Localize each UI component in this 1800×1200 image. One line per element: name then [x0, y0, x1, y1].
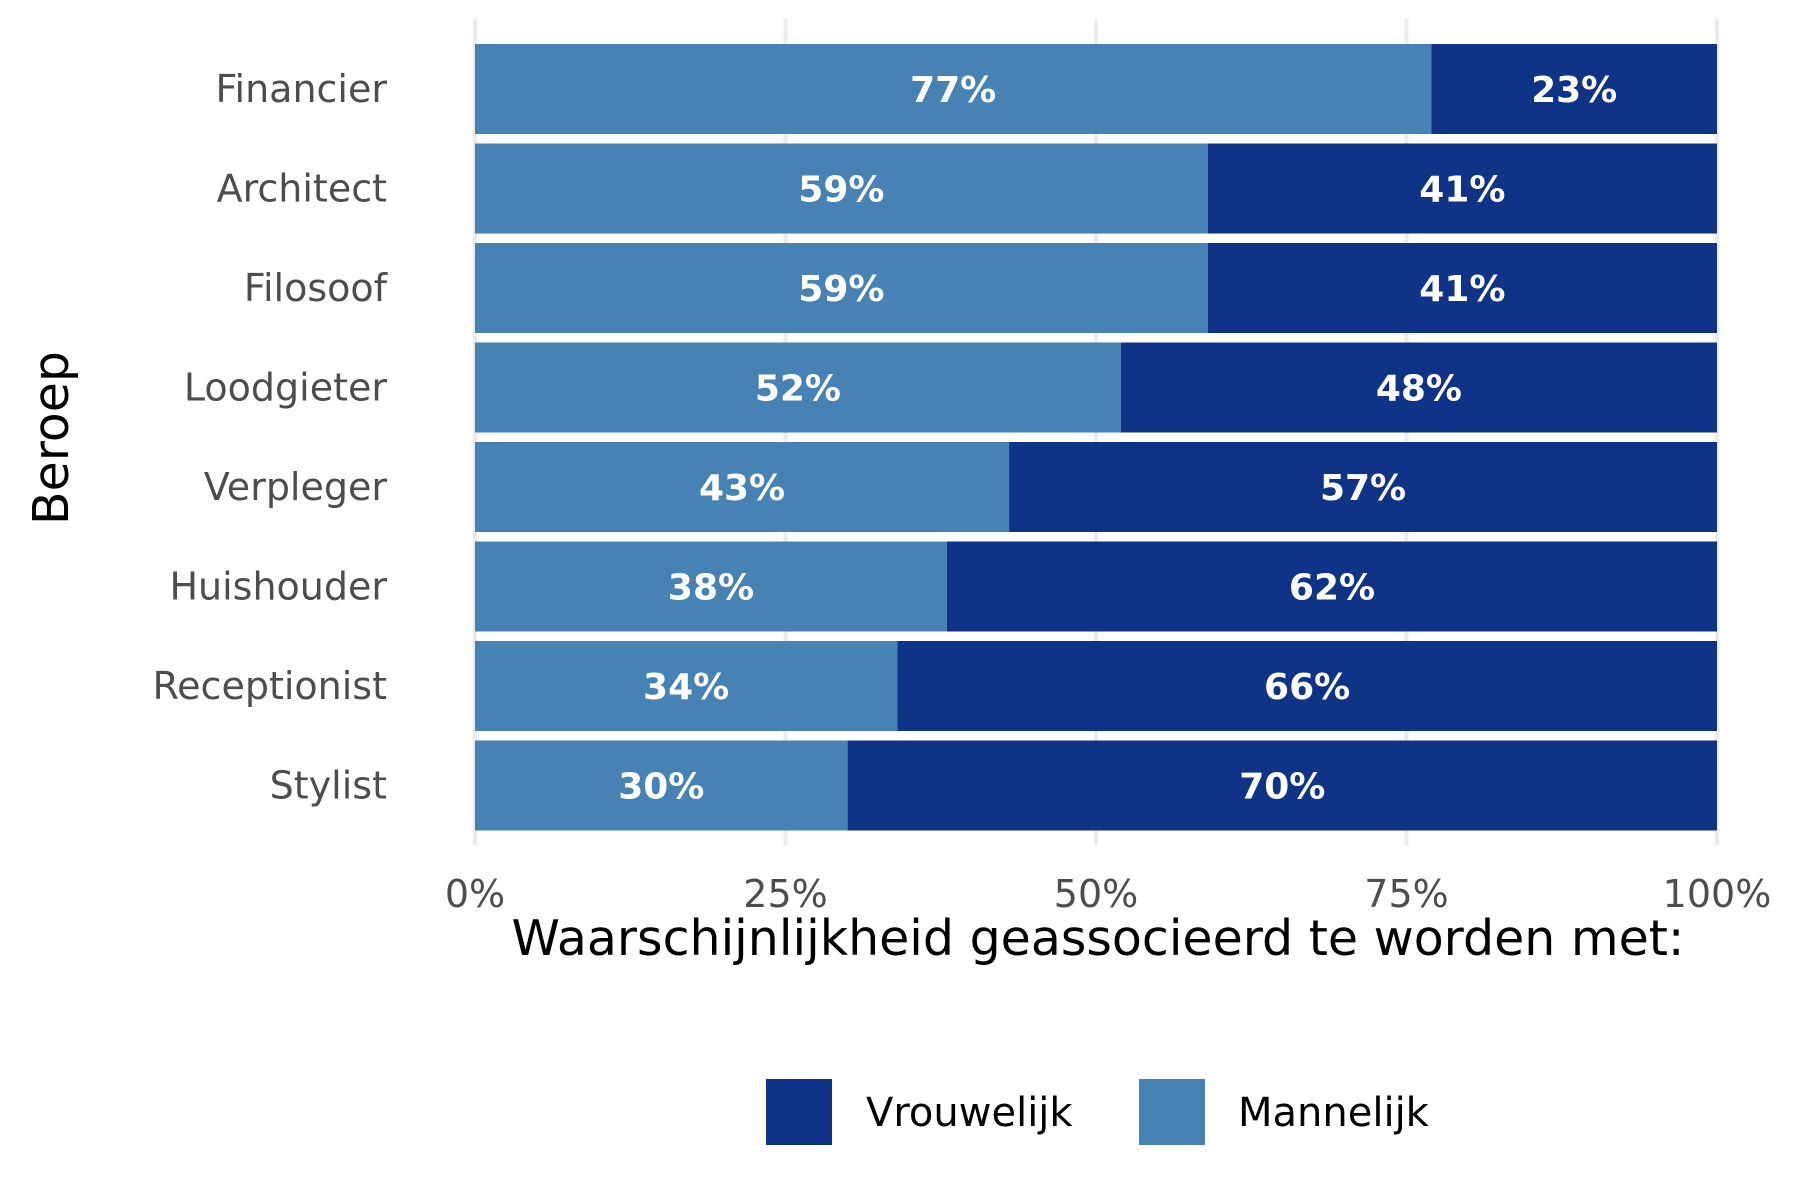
- bar-value-label: 70%: [1239, 767, 1325, 808]
- bar-segment: [475, 44, 1432, 134]
- bar-value-labels: 77% 23% 59% 41% 59% 41% 52% 48% 43% 57% 38% 62% 34% 6…: [618, 70, 1617, 808]
- legend-label: Vrouwelijk: [866, 1090, 1073, 1136]
- bar-value-label: 23%: [1531, 70, 1617, 111]
- bar-segment: [1207, 143, 1717, 234]
- bar-segment: [475, 442, 1010, 532]
- bar-segment: [475, 143, 1208, 234]
- legend-label: Mannelijk: [1238, 1090, 1430, 1136]
- bar-segment: [847, 740, 1717, 831]
- bar-segment: [475, 243, 1208, 333]
- bar-segment: [897, 641, 1717, 731]
- bar-value-label: 57%: [1320, 468, 1406, 509]
- bar-segment: [475, 541, 947, 632]
- bar-segment: [475, 740, 848, 831]
- x-tick-label: 25%: [743, 872, 827, 916]
- y-tick-label: Huishouder: [169, 565, 387, 609]
- x-axis-tick-labels: 0% 25% 50% 75% 100%: [445, 872, 1771, 916]
- y-tick-label: Architect: [217, 167, 387, 211]
- y-tick-label: Financier: [215, 67, 387, 111]
- bar-value-label: 77%: [910, 70, 996, 111]
- bar-value-label: 34%: [643, 667, 729, 708]
- bar-value-label: 30%: [618, 767, 704, 808]
- bar-value-label: 41%: [1419, 269, 1505, 310]
- x-tick-label: 75%: [1364, 872, 1448, 916]
- bars: [475, 44, 1717, 831]
- bar-segment: [1009, 442, 1717, 532]
- bar-segment: [1120, 342, 1717, 433]
- y-tick-label: Filosoof: [244, 266, 389, 310]
- bar-segment: [946, 541, 1717, 632]
- bar-value-label: 38%: [668, 568, 754, 609]
- y-axis-tick-labels: Financier Architect Filosoof Loodgieter Verp…: [152, 67, 388, 808]
- x-tick-label: 50%: [1054, 872, 1138, 916]
- y-tick-label: Receptionist: [152, 664, 387, 708]
- y-tick-label: Verpleger: [204, 465, 388, 509]
- x-tick-label: 0%: [445, 872, 505, 916]
- bar-segment: [1207, 243, 1717, 333]
- bar-value-label: 41%: [1419, 170, 1505, 211]
- bar-segment: [1431, 44, 1717, 134]
- bar-value-label: 48%: [1376, 369, 1462, 410]
- legend: Vrouwelijk Mannelijk: [766, 1079, 1430, 1145]
- x-tick-label: 100%: [1663, 872, 1772, 916]
- y-axis-title: Beroep: [23, 351, 80, 525]
- bar-value-label: 62%: [1289, 568, 1375, 609]
- bar-value-label: 43%: [699, 468, 785, 509]
- x-axis-title: Waarschijnlijkheid geassocieerd te worde…: [512, 910, 1685, 967]
- bar-value-label: 52%: [755, 369, 841, 410]
- bar-value-label: 66%: [1264, 667, 1350, 708]
- legend-swatch: [1139, 1079, 1205, 1145]
- y-tick-label: Stylist: [270, 764, 387, 808]
- bar-segment: [475, 342, 1121, 433]
- y-tick-label: Loodgieter: [184, 366, 387, 410]
- bar-value-label: 59%: [798, 269, 884, 310]
- bar-segment: [475, 641, 898, 731]
- legend-swatch: [766, 1079, 832, 1145]
- bar-value-label: 59%: [798, 170, 884, 211]
